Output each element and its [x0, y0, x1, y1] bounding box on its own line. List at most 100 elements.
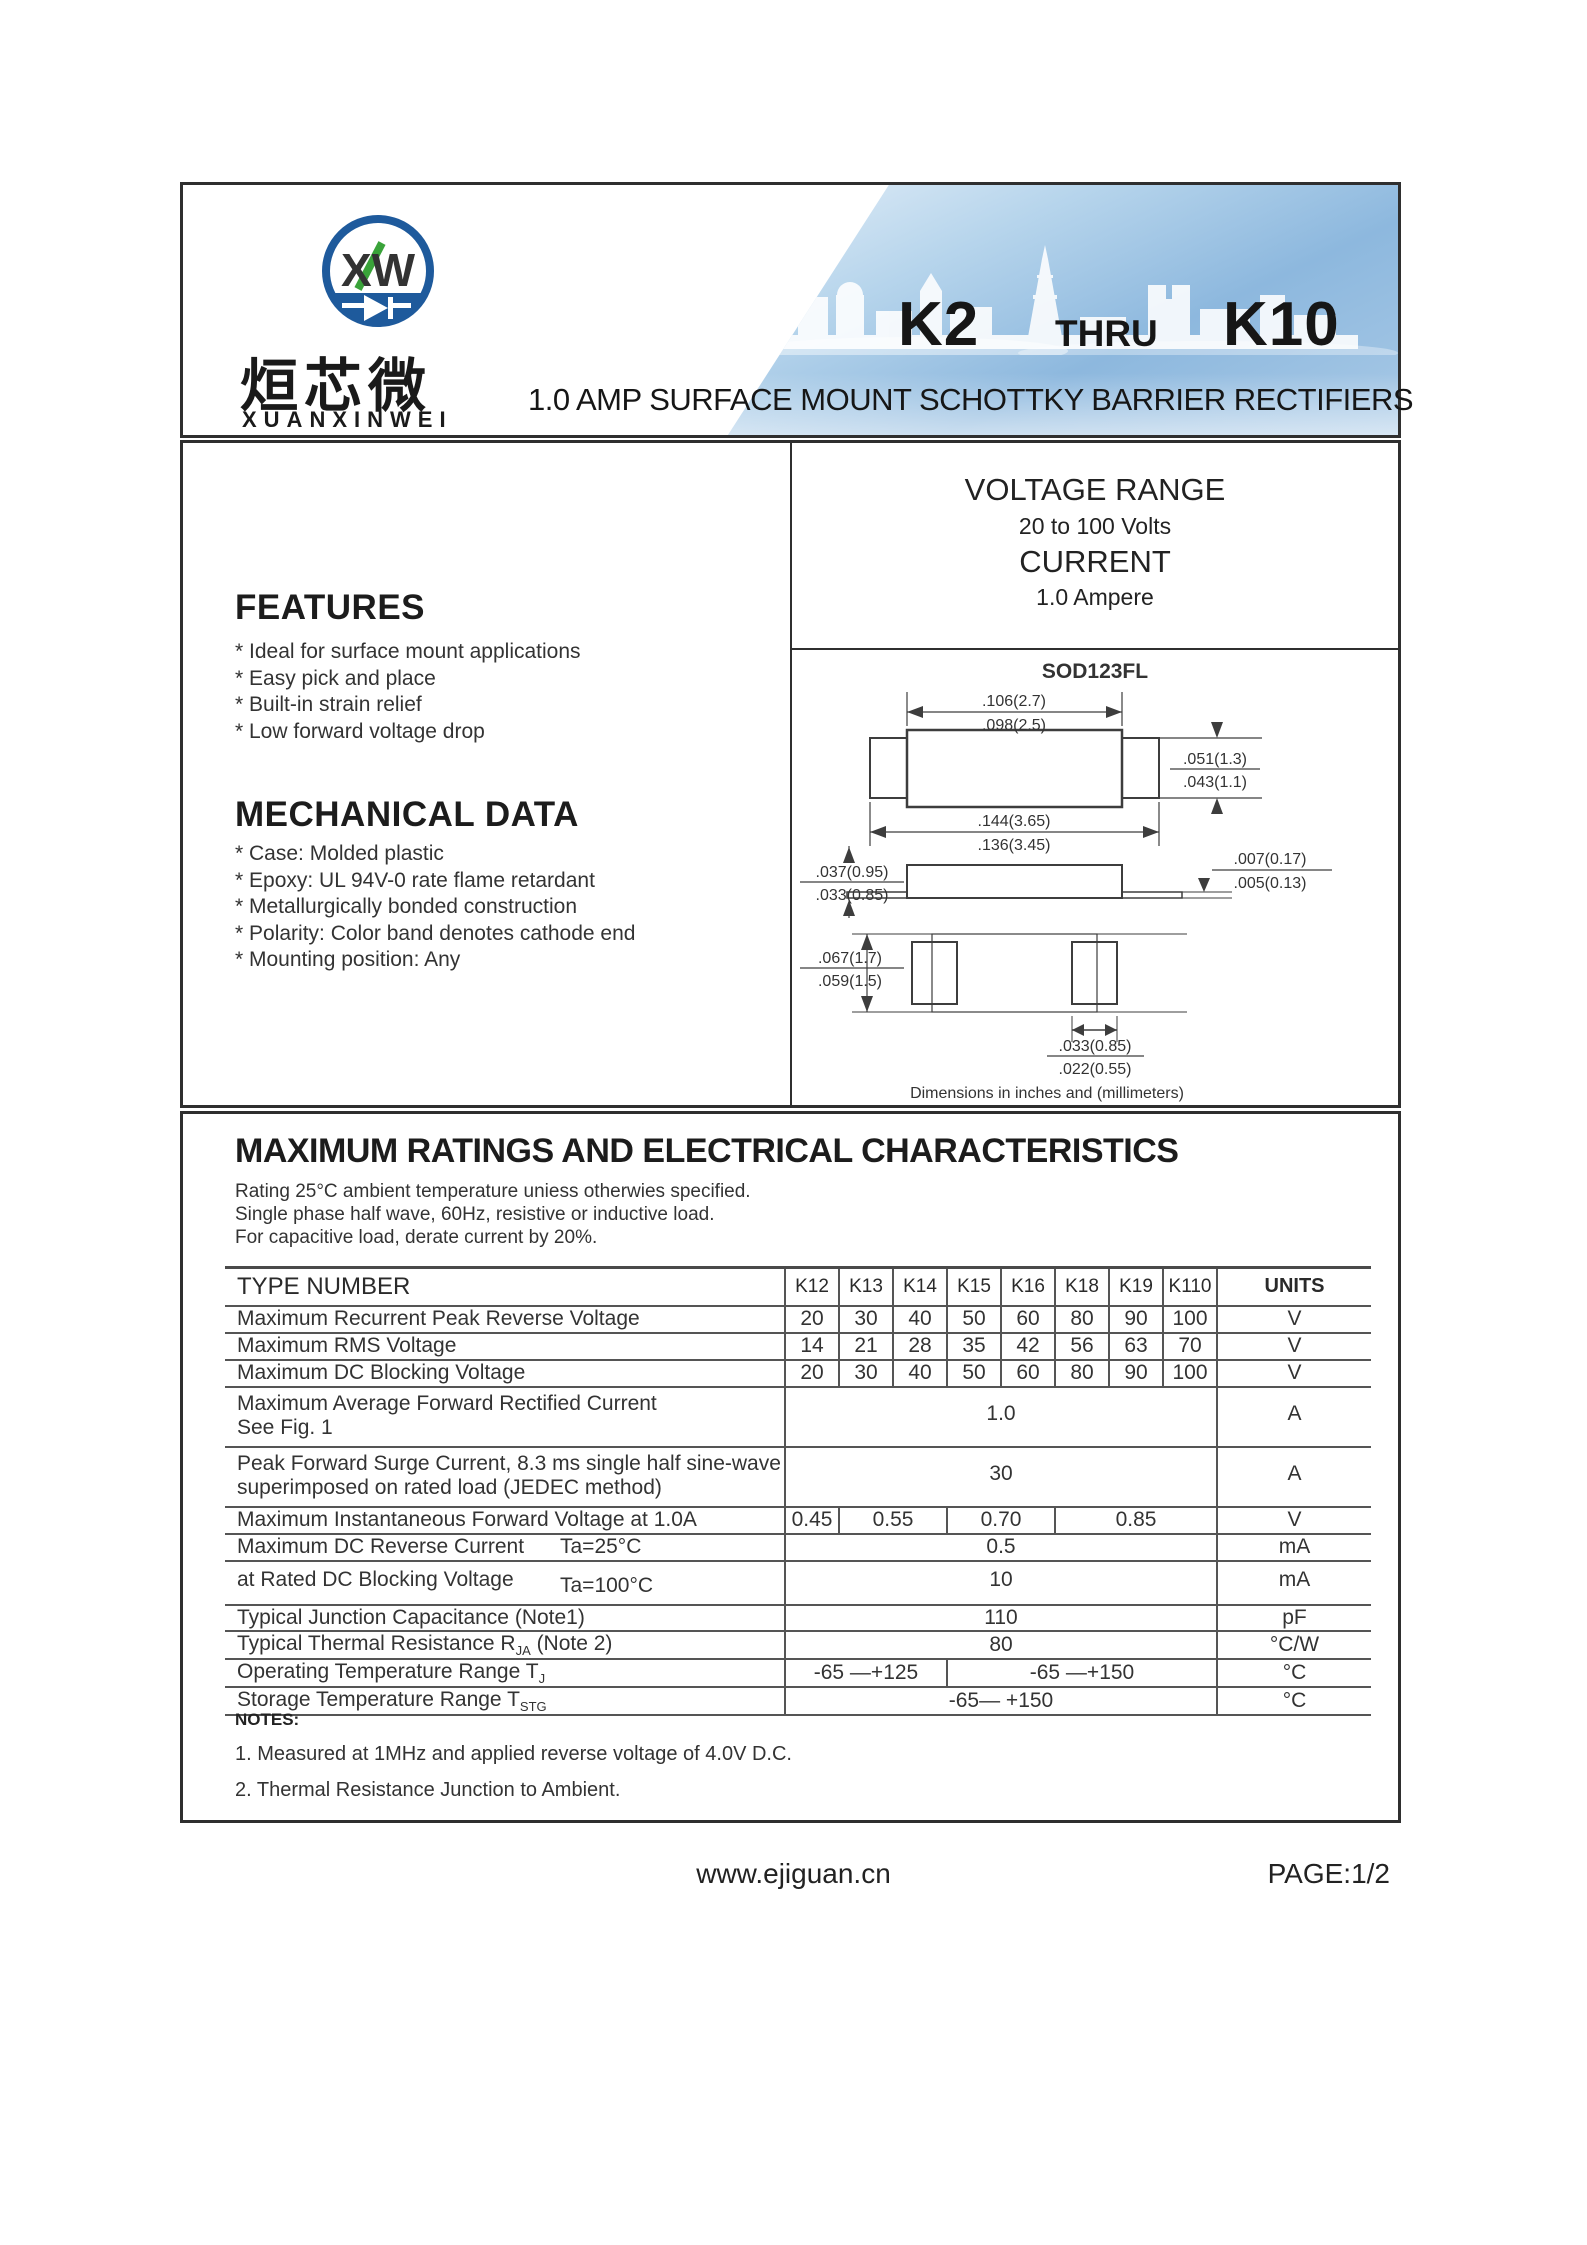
feature-item: * Low forward voltage drop [235, 719, 485, 743]
row-label-line2: superimposed on rated load (JEDEC method… [237, 1475, 662, 1499]
logo-romanized-name: XUANXINWEI [242, 407, 453, 432]
unit-value: mA [1216, 1560, 1371, 1605]
row-label-subscript: J [538, 1670, 546, 1686]
row-label: Typical Junction Capacitance (Note1) [237, 1605, 585, 1629]
cell-value: 40 [892, 1359, 947, 1387]
mechanical-item: * Mounting position: Any [235, 948, 461, 971]
condition-line: Single phase half wave, 60Hz, resistive … [235, 1204, 715, 1225]
note-item: 2. Thermal Resistance Junction to Ambien… [235, 1779, 621, 1801]
current-label: CURRENT [1019, 544, 1171, 579]
column-header: K16 [1000, 1267, 1055, 1306]
table-row: Maximum Instantaneous Forward Voltage at… [225, 1506, 1371, 1534]
dim-lead-thickness-max: .007(0.17) [1234, 851, 1307, 868]
cell-value: 60 [1000, 1359, 1055, 1387]
features-title: FEATURES [235, 588, 426, 627]
table-row: Maximum DC Reverse Current Ta=25°C 0.5 m… [225, 1533, 1371, 1561]
mechanical-item: * Metallurgically bonded construction [235, 895, 578, 918]
row-label-line1: Maximum Average Forward Rectified Curren… [237, 1391, 657, 1415]
row-label-line1: Peak Forward Surge Current, 8.3 ms singl… [237, 1451, 781, 1475]
dim-body-width-min: .098(2.5) [982, 717, 1046, 734]
cell-value: 10 [784, 1560, 1217, 1605]
unit-value: mA [1216, 1533, 1371, 1561]
cell-value: 42 [1000, 1332, 1055, 1360]
row-label-text: Operating Temperature Range T [237, 1659, 539, 1683]
voltage-current-summary: VOLTAGE RANGE 20 to 100 Volts CURRENT 1.… [792, 443, 1398, 648]
column-header: K14 [892, 1267, 947, 1306]
footer-page-number: PAGE:1/2 [1267, 1858, 1390, 1889]
row-label: Storage Temperature Range TSTG [225, 1687, 785, 1715]
cell-value: 0.85 [1054, 1506, 1217, 1534]
row-label: Maximum DC Reverse Current Ta=25°C [225, 1534, 785, 1561]
summary-divider [792, 648, 1398, 650]
cell-value: 21 [838, 1332, 893, 1360]
unit-value: °C [1216, 1686, 1371, 1716]
cell-value: 30 [838, 1305, 893, 1333]
unit-value: V [1216, 1359, 1371, 1387]
current-value: 1.0 Ampere [1036, 584, 1154, 610]
table-row: Maximum DC Blocking Voltage 20 30 40 50 … [225, 1359, 1371, 1387]
unit-value: pF [1216, 1604, 1371, 1631]
logo-emblem-icon: XW [322, 215, 434, 327]
feature-item: * Built-in strain relief [235, 693, 422, 716]
row-label-subscript: JA [515, 1642, 531, 1658]
table-row: Storage Temperature Range TSTG -65— +150… [225, 1686, 1371, 1716]
unit-value: V [1216, 1506, 1371, 1534]
row-label: Maximum Recurrent Peak Reverse Voltage [237, 1307, 640, 1330]
dim-body-thickness-max: .037(0.95) [816, 864, 889, 881]
dim-lead-thickness-min: .005(0.13) [1234, 875, 1307, 892]
cell-value: 0.5 [784, 1533, 1217, 1561]
feature-item: * Ideal for surface mount applications [235, 640, 581, 663]
table-row: Peak Forward Surge Current, 8.3 ms singl… [225, 1446, 1371, 1507]
package-name: SOD123FL [1042, 660, 1148, 683]
footer-website: www.ejiguan.cn [696, 1858, 891, 1889]
condition-line: Rating 25°C ambient temperature uniess o… [235, 1181, 751, 1202]
cell-value: 35 [946, 1332, 1001, 1360]
dim-pad-height-min: .059(1.5) [818, 973, 882, 990]
dim-lead-height-max: .051(1.3) [1183, 751, 1247, 768]
cell-value: 50 [946, 1305, 1001, 1333]
cell-value: 90 [1108, 1305, 1163, 1333]
row-label: Maximum Instantaneous Forward Voltage at… [237, 1508, 697, 1531]
part-range-thru: THRU [1055, 313, 1158, 354]
ratings-title: MAXIMUM RATINGS AND ELECTRICAL CHARACTER… [235, 1132, 1179, 1170]
cell-value: -65— +150 [784, 1686, 1217, 1716]
table-row: at Rated DC Blocking Voltage Ta=100°C 10… [225, 1560, 1371, 1605]
unit-value: V [1216, 1332, 1371, 1360]
units-header: UNITS [1216, 1267, 1371, 1306]
table-row: Maximum Average Forward Rectified Curren… [225, 1386, 1371, 1447]
column-header: K19 [1108, 1267, 1163, 1306]
package-outline-drawing: SOD123FL .106(2.7) .098(2.5) [800, 660, 1332, 1102]
row-label: Maximum RMS Voltage [237, 1334, 457, 1357]
row-label-text: Maximum DC Reverse Current [237, 1535, 525, 1558]
header-banner-image [728, 185, 1398, 435]
cell-value: 0.70 [946, 1506, 1055, 1534]
dim-body-thickness-min: .033(0.85) [816, 887, 889, 904]
company-logo: XW 烜芯微 XUANXINWEI [238, 199, 638, 435]
dim-pad-width-min: .022(0.55) [1059, 1061, 1132, 1078]
part-range-end: K10 [1223, 290, 1340, 359]
unit-value: °C/W [1216, 1630, 1371, 1659]
row-label: Typical Thermal Resistance RJA (Note 2) [225, 1631, 785, 1659]
dim-total-width-max: .144(3.65) [978, 813, 1051, 830]
features-package-box: FEATURES * Ideal for surface mount appli… [180, 440, 1401, 1108]
table-row: Operating Temperature Range TJ -65 —+125… [225, 1658, 1371, 1687]
cell-value: 1.0 [784, 1386, 1217, 1447]
table-row: Typical Thermal Resistance RJA (Note 2) … [225, 1630, 1371, 1659]
ratings-table: TYPE NUMBER K12 K13 K14 K15 K16 K18 K19 … [225, 1266, 1371, 1717]
cell-value: 20 [784, 1305, 839, 1333]
features-column: FEATURES * Ideal for surface mount appli… [183, 443, 790, 1105]
dim-pad-width-max: .033(0.85) [1059, 1038, 1132, 1055]
row-label: Maximum DC Blocking Voltage [237, 1361, 526, 1384]
cell-value: 50 [946, 1359, 1001, 1387]
dim-lead-height-min: .043(1.1) [1183, 774, 1247, 791]
row-label-suffix: (Note 2) [530, 1631, 613, 1655]
test-condition: Ta=100°C [560, 1573, 654, 1597]
max-ratings-box: MAXIMUM RATINGS AND ELECTRICAL CHARACTER… [180, 1111, 1401, 1823]
header-box: XW 烜芯微 XUANXINWEI K2 THRU K10 1.0 AMP SU… [180, 182, 1414, 438]
mechanical-item: * Polarity: Color band denotes cathode e… [235, 921, 636, 945]
part-number-line: K2 THRU K10 [183, 185, 1398, 435]
row-label-text: Storage Temperature Range T [237, 1687, 520, 1711]
cell-value: 14 [784, 1332, 839, 1360]
row-label: Operating Temperature Range TJ [225, 1659, 785, 1687]
